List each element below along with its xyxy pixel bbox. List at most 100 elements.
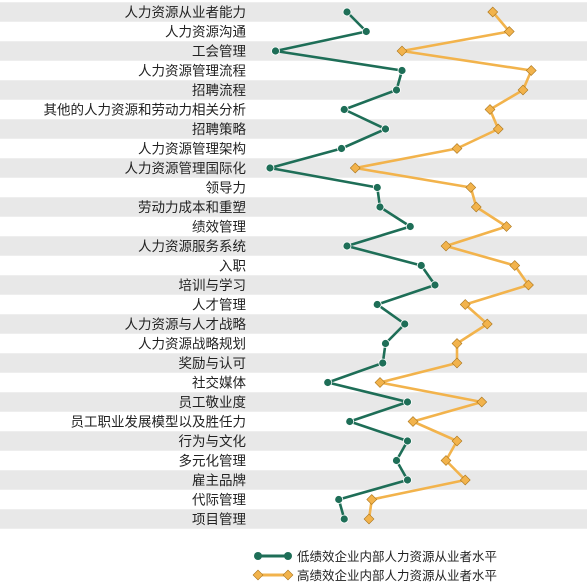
row-band [0,275,587,295]
data-point [345,417,355,426]
category-label: 奖励与认可 [179,355,247,372]
data-point [349,162,361,174]
row-bands [0,2,587,529]
data-point [451,338,463,349]
data-point [484,104,496,115]
category-label: 人力资源管理流程 [138,64,246,80]
data-point [372,183,382,192]
legend-marker-high-1 [252,569,264,581]
category-label: 劳动力成本和重塑 [138,200,246,216]
category-label: 人力资源与人才战略 [125,317,247,333]
legend-label-low: 低绩效企业内部人力资源从业者水平 [297,549,497,564]
row-band [0,353,587,373]
data-point [396,45,408,57]
data-point [337,144,346,153]
data-point [465,182,477,193]
data-point [481,318,493,330]
category-label: 人才管理 [192,298,246,314]
data-point [416,261,426,270]
category-label: 项目管理 [192,512,246,528]
data-point [517,84,529,96]
category-label: 人力资源战略规划 [138,337,246,353]
data-point [403,475,412,485]
data-point [400,319,410,329]
category-label: 人力资源服务系统 [138,239,246,255]
category-label: 社交媒体 [192,375,246,392]
data-point [363,513,375,525]
legend-item-low: 低绩效企业内部人力资源从业者水平 [254,549,497,564]
data-point [451,435,463,447]
data-point [451,143,463,154]
data-point [440,455,452,466]
data-point [361,27,371,36]
data-point [403,397,412,407]
data-point [492,123,504,135]
data-point [334,495,344,504]
data-point [509,260,521,271]
data-point [381,339,390,348]
data-point [487,6,499,18]
data-point [403,436,412,446]
data-point [407,416,419,427]
category-label: 员工敬业度 [179,395,247,411]
row-band [0,197,587,217]
category-label: 领导力 [206,181,247,197]
legend-marker-low-2 [284,552,292,560]
legend: 低绩效企业内部人力资源从业者水平 高绩效企业内部人力资源从业者水平 [252,549,497,583]
data-point [451,357,463,369]
data-point [342,7,352,17]
row-band [0,314,587,334]
legend-label-high: 高绩效企业内部人力资源从业者水平 [297,568,497,583]
row-band [0,392,587,412]
category-label: 人力资源管理架构 [138,142,246,158]
category-label: 员工职业发展模型以及胜任力 [71,415,247,431]
category-label: 多元化管理 [179,453,247,470]
data-point [372,300,382,309]
data-point [342,241,352,251]
category-label: 招聘策略 [192,121,246,138]
category-label: 人力资源从业者能力 [125,5,247,21]
category-label: 培训与学习 [179,278,247,294]
data-point [476,396,488,408]
row-band [0,431,587,451]
data-point [271,46,280,56]
category-label: 人力资源管理国际化 [125,161,247,177]
data-point [366,494,378,505]
series-markers [265,6,537,525]
data-point [392,85,401,95]
category-label: 其他的人力资源和劳动力相关分析 [44,103,247,119]
category-label: 雇主品牌 [192,472,246,489]
row-band [0,158,587,178]
category-label: 行为与文化 [179,434,247,450]
data-point [339,105,349,114]
category-label: 招聘流程 [192,83,246,99]
data-point [397,66,407,75]
row-band [0,470,587,490]
data-point [381,124,390,134]
data-point [440,240,452,252]
row-band [0,41,587,61]
category-label: 代际管理 [192,493,246,509]
data-point [405,222,415,231]
category-label: 绩效管理 [192,220,246,236]
data-point [523,279,534,291]
legend-marker-low-1 [254,552,262,560]
data-point [339,514,349,524]
data-point [503,26,515,37]
category-labels: 人力资源从业者能力人力资源沟通工会管理人力资源管理流程招聘流程其他的人力资源和劳… [44,5,247,528]
data-point [375,202,385,212]
row-band [0,80,587,100]
row-band [0,2,587,22]
data-point [323,378,333,387]
row-band [0,509,587,529]
row-band [0,119,587,139]
legend-marker-high-2 [282,569,294,581]
category-label: 工会管理 [192,44,246,60]
data-point [265,163,275,173]
data-point [459,474,471,486]
data-point [378,358,388,368]
row-band [0,236,587,256]
data-point [470,201,482,213]
category-label: 人力资源沟通 [165,25,246,41]
